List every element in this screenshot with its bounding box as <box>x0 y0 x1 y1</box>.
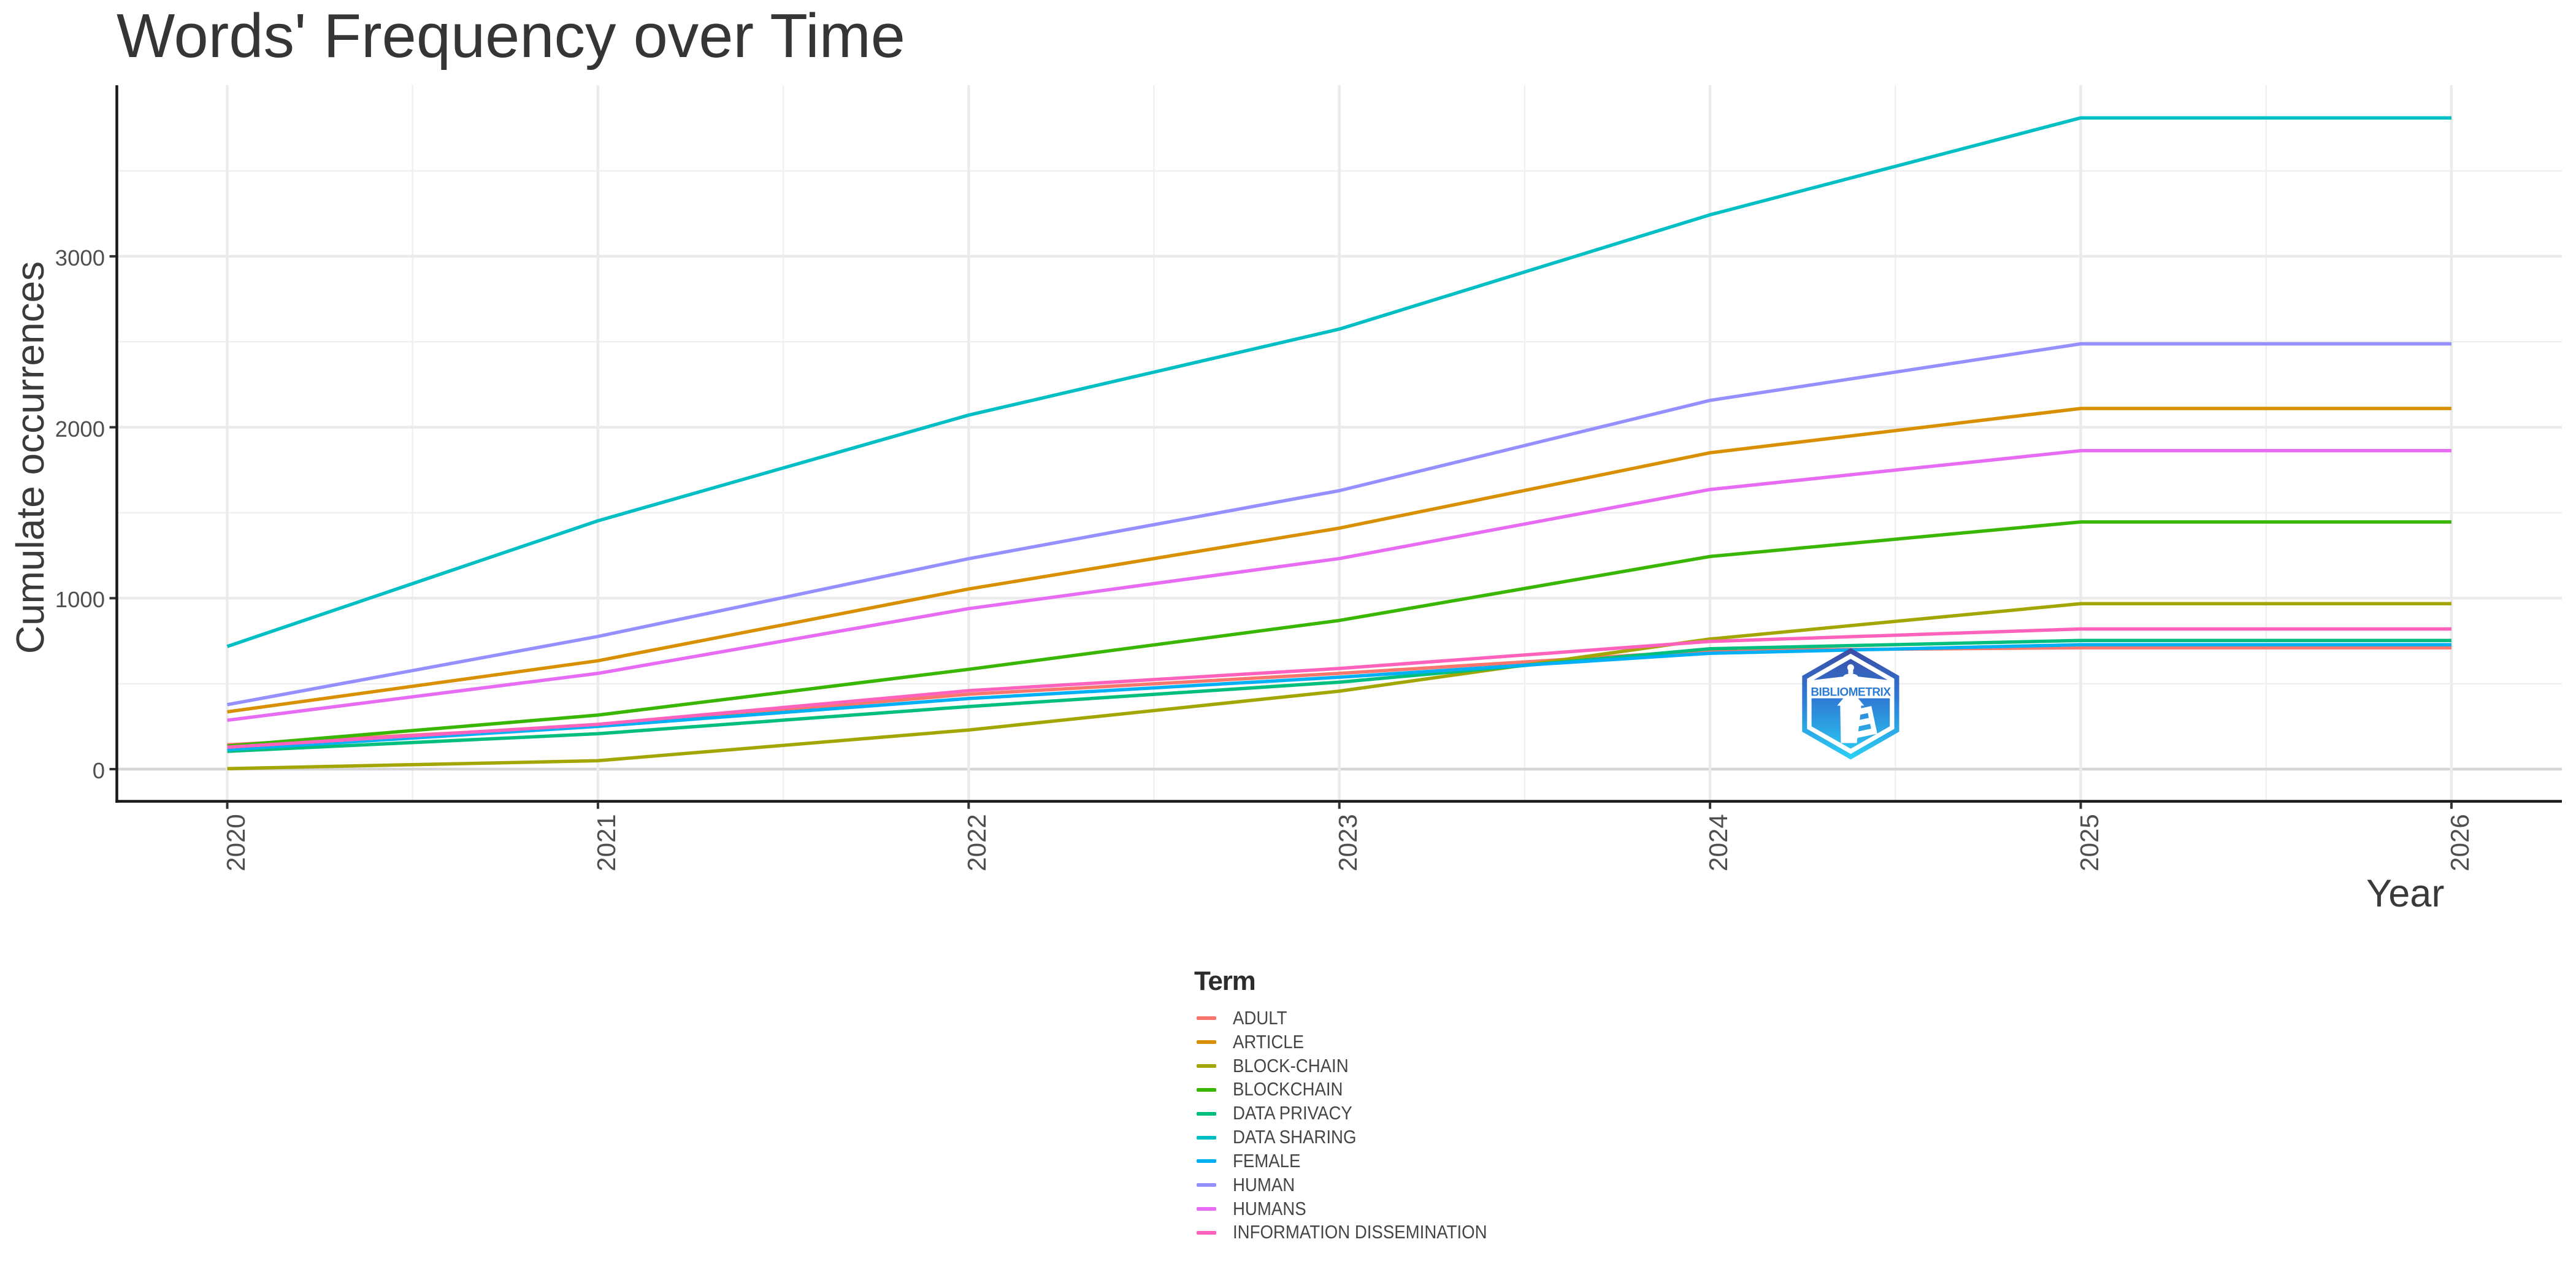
svg-text:BIBLIOMETRIX: BIBLIOMETRIX <box>1811 686 1891 699</box>
